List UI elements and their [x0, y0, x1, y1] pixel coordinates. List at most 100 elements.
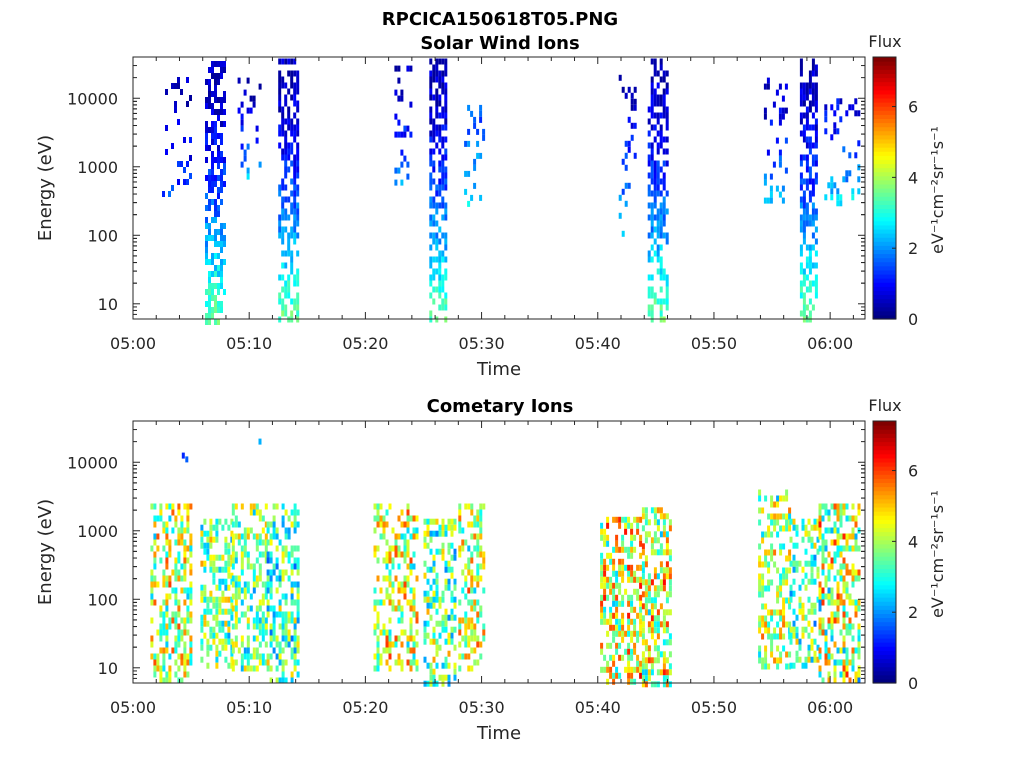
spectrogram-cell — [653, 681, 657, 688]
spectrogram-cell — [284, 130, 288, 137]
spectrogram-cell — [813, 542, 817, 549]
spectrogram-cell — [811, 202, 815, 209]
spectrogram-cell — [603, 564, 607, 571]
spectrogram-cell — [839, 98, 843, 105]
spectrogram-cell — [220, 229, 223, 235]
spectrogram-cell — [281, 262, 285, 269]
spectrogram-cell — [857, 641, 861, 648]
spectrogram-cell — [656, 585, 660, 592]
spectrogram-cell — [397, 605, 401, 612]
spectrogram-cell — [220, 61, 223, 67]
spectrogram-cell — [473, 533, 477, 540]
spectrogram-cell — [839, 647, 843, 654]
spectrogram-cell — [600, 522, 604, 529]
spectrogram-cell — [808, 100, 812, 107]
colorbar-swatch — [873, 642, 896, 647]
spectrogram-cell — [281, 124, 285, 131]
spectrogram-cell — [379, 533, 383, 540]
spectrogram-cell — [833, 122, 837, 129]
spectrogram-cell — [788, 651, 792, 658]
spectrogram-cell — [177, 599, 181, 606]
spectrogram-cell — [385, 539, 389, 546]
spectrogram-cell — [805, 178, 809, 185]
spectrogram-cell — [836, 605, 840, 612]
spectrogram-cell — [467, 587, 471, 594]
spectrogram-cell — [281, 635, 285, 642]
spectrogram-cell — [851, 659, 855, 666]
spectrogram-cell — [150, 653, 154, 660]
spectrogram-cell — [376, 653, 380, 660]
spectrogram-cell — [464, 641, 468, 648]
spectrogram-cell — [165, 533, 169, 540]
spectrogram-cell — [177, 677, 181, 684]
spectrogram-cell — [776, 567, 780, 574]
spectrogram-cell — [833, 503, 837, 510]
spectrogram-cell — [668, 573, 672, 580]
spectrogram-cell — [432, 286, 436, 293]
spectrogram-cell — [231, 659, 235, 666]
spectrogram-cell — [441, 280, 445, 287]
spectrogram-cell — [781, 95, 785, 102]
spectrogram-cell — [296, 202, 300, 209]
spectrogram-cell — [458, 599, 462, 606]
spectrogram-cell — [382, 557, 386, 564]
spectrogram-cell — [409, 635, 413, 642]
spectrogram-cell — [811, 70, 815, 77]
spectrogram-cell — [836, 194, 840, 201]
spectrogram-cell — [641, 525, 645, 532]
spectrogram-cell — [621, 636, 625, 643]
colorbar-swatch — [873, 151, 896, 156]
spectrogram-cell — [200, 524, 204, 531]
spectrogram-cell — [785, 495, 789, 502]
spectrogram-cell — [653, 250, 657, 257]
spectrogram-cell — [373, 629, 377, 636]
spectrogram-cell — [650, 549, 654, 556]
spectrogram-cell — [665, 82, 669, 89]
spectrogram-cell — [668, 549, 672, 556]
spectrogram-cell — [429, 70, 433, 77]
spectrogram-cell — [656, 184, 660, 191]
spectrogram-cell — [211, 109, 214, 115]
spectrogram-cell — [415, 575, 419, 582]
spectrogram-cell — [801, 578, 805, 585]
spectrogram-cell — [808, 280, 812, 287]
spectrogram-cell — [818, 527, 822, 534]
spectrogram-cell — [281, 286, 285, 293]
spectrogram-cell — [662, 627, 666, 634]
spectrogram-cell — [808, 76, 812, 83]
y-tick-label: 10 — [98, 659, 118, 678]
spectrogram-cell — [845, 176, 849, 183]
spectrogram-cell — [261, 515, 265, 522]
spectrogram-cell — [633, 642, 637, 649]
spectrogram-cell — [845, 563, 849, 570]
spectrogram-cell — [403, 539, 407, 546]
spectrogram-cell — [761, 561, 765, 568]
spectrogram-cell — [798, 638, 802, 645]
spectrogram-cell — [854, 539, 858, 546]
spectrogram-cell — [618, 212, 622, 219]
spectrogram-cell — [230, 596, 234, 603]
spectrogram-cell — [839, 569, 843, 576]
colorbar-swatch — [873, 601, 896, 606]
spectrogram-cell — [200, 584, 204, 591]
spectrogram-cell — [808, 214, 812, 221]
spectrogram-cell — [220, 247, 223, 253]
spectrogram-cell — [827, 677, 831, 684]
spectrogram-cell — [438, 292, 442, 299]
spectrogram-cell — [606, 678, 610, 685]
spectrogram-cell — [258, 515, 262, 522]
spectrogram-cell — [246, 623, 250, 630]
spectrogram-cell — [805, 160, 809, 167]
spectrogram-cell — [403, 155, 407, 162]
spectrogram-cell — [269, 677, 273, 684]
spectrogram-cell — [659, 262, 663, 269]
spectrogram-cell — [278, 226, 282, 233]
spectrogram-cell — [857, 164, 861, 171]
spectrogram-cell — [630, 534, 634, 541]
spectrogram-cell — [217, 319, 220, 325]
spectrogram-cell — [842, 641, 846, 648]
spectrogram-cell — [432, 130, 436, 137]
spectrogram-cell — [438, 202, 442, 209]
spectrogram-cell — [412, 533, 416, 540]
spectrogram-cell — [168, 623, 172, 630]
